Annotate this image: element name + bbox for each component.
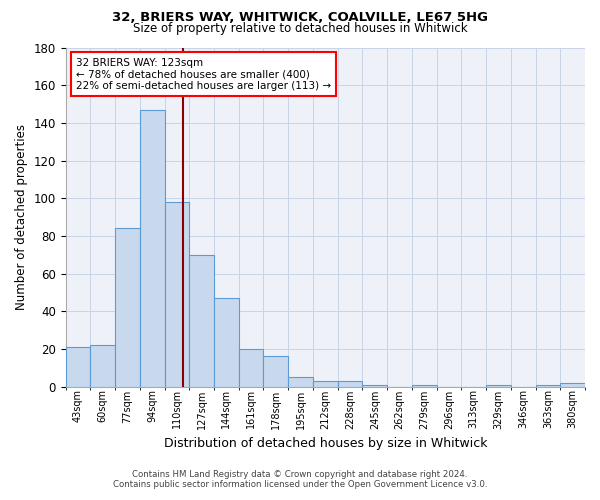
Text: 32 BRIERS WAY: 123sqm
← 78% of detached houses are smaller (400)
22% of semi-det: 32 BRIERS WAY: 123sqm ← 78% of detached … bbox=[76, 58, 331, 91]
Bar bbox=[536, 384, 560, 386]
Bar bbox=[313, 381, 338, 386]
Bar bbox=[164, 202, 190, 386]
Bar bbox=[115, 228, 140, 386]
Text: Size of property relative to detached houses in Whitwick: Size of property relative to detached ho… bbox=[133, 22, 467, 35]
Bar bbox=[486, 384, 511, 386]
Bar bbox=[362, 384, 387, 386]
Bar bbox=[288, 377, 313, 386]
Text: 32, BRIERS WAY, WHITWICK, COALVILLE, LE67 5HG: 32, BRIERS WAY, WHITWICK, COALVILLE, LE6… bbox=[112, 11, 488, 24]
Y-axis label: Number of detached properties: Number of detached properties bbox=[15, 124, 28, 310]
Bar bbox=[214, 298, 239, 386]
Bar bbox=[263, 356, 288, 386]
Bar bbox=[190, 254, 214, 386]
Text: Contains HM Land Registry data © Crown copyright and database right 2024.
Contai: Contains HM Land Registry data © Crown c… bbox=[113, 470, 487, 489]
Bar bbox=[560, 382, 585, 386]
Bar bbox=[140, 110, 164, 386]
Bar bbox=[91, 345, 115, 387]
Bar bbox=[338, 381, 362, 386]
Bar bbox=[412, 384, 437, 386]
Bar bbox=[239, 349, 263, 387]
X-axis label: Distribution of detached houses by size in Whitwick: Distribution of detached houses by size … bbox=[164, 437, 487, 450]
Bar bbox=[65, 347, 91, 387]
